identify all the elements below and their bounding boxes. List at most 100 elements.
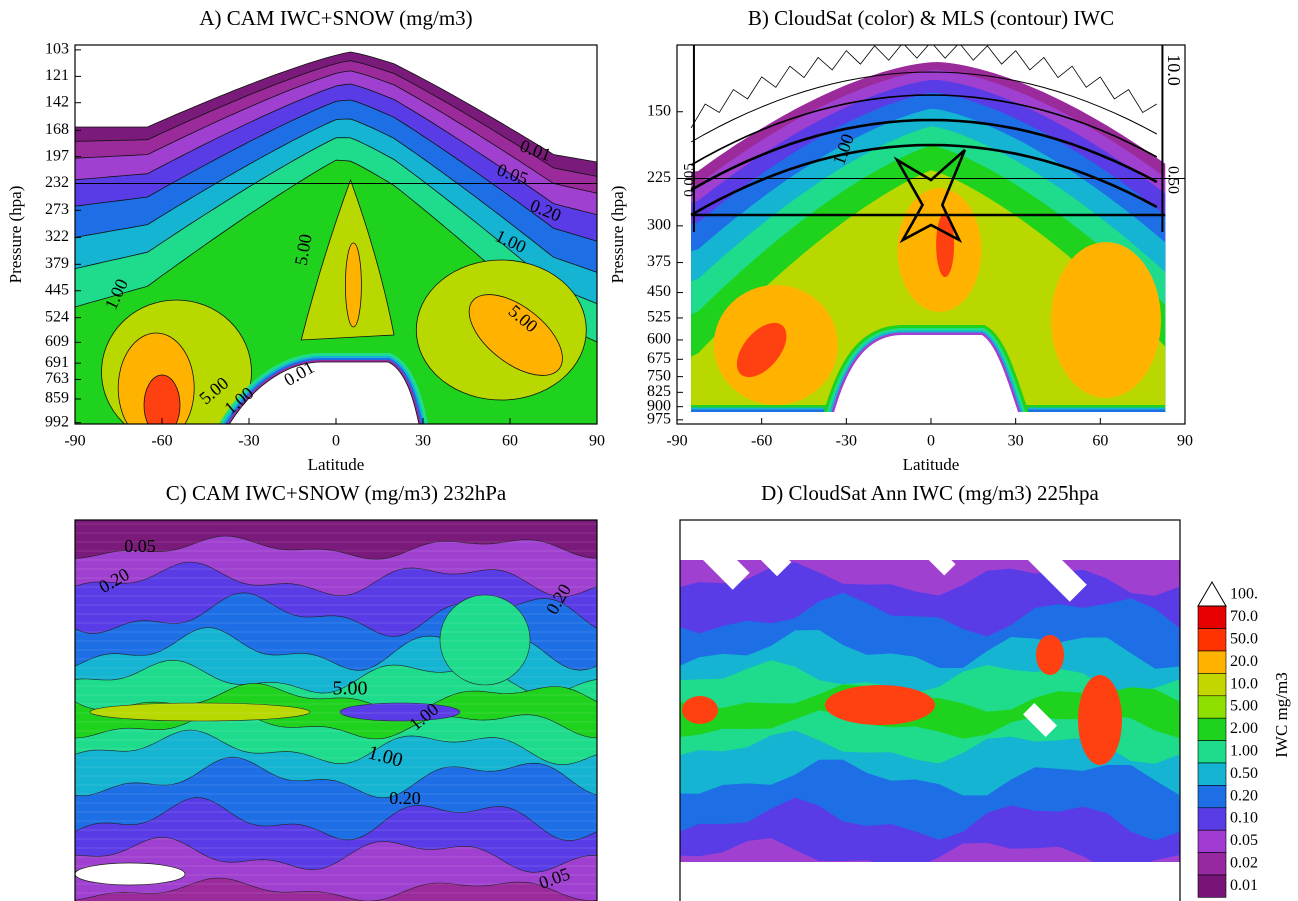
colorbar-label: 0.02 [1230,854,1258,871]
colorbar-box [1197,852,1227,876]
y-tick-label: 445 [45,281,69,298]
y-tick-label: 975 [647,411,671,428]
colorbar-label: 1.00 [1230,742,1258,759]
missing-region [680,862,1180,901]
x-tick-label: 90 [589,433,605,450]
plot-frame [74,519,598,901]
field-patch [825,685,935,725]
y-tick-label: 225 [647,169,671,186]
y-tick-label: 691 [45,354,69,371]
y-tick-label: 825 [647,383,671,400]
mls-contour [690,118,1158,192]
y-tick-label: 763 [45,370,69,387]
colorbar-label: 2.00 [1230,720,1258,737]
colorbar-label: 0.05 [1230,832,1258,849]
contour-label: 0.20 [389,788,421,808]
x-tick-label: 0 [332,433,340,450]
y-axis-label: Pressure (hpa) [6,186,25,284]
field-patch [1078,675,1122,765]
y-tick-label: 168 [45,121,69,138]
panel-title: C) CAM IWC+SNOW (mg/m3) 232hPa [166,481,507,505]
colorbar-box [1197,695,1227,719]
mls-contour [690,71,1158,143]
contour-fill [344,242,362,328]
colorbar-box [1197,740,1227,764]
colorbar-label: 0.50 [1230,765,1258,782]
missing-region [1023,703,1057,737]
field-patch [75,862,186,886]
contour-label: 5.00 [333,678,368,700]
contour-fill [736,322,787,378]
x-tick-label: 90 [1177,433,1193,450]
x-tick-label: 30 [415,433,431,450]
field-patch [339,702,461,722]
colorbar-label: 0.01 [1230,877,1258,894]
colorbar-box [1197,650,1227,674]
y-tick-label: 524 [45,308,69,325]
colorbar-box [1197,628,1227,652]
x-axis-label: Latitude [903,455,960,474]
plot-area [75,520,597,901]
y-tick-label: 232 [45,174,69,191]
y-tick-label: 300 [647,217,671,234]
colorbar-box [1197,785,1227,809]
colorbar-box [1197,673,1227,697]
colorbar-label: 20.0 [1230,653,1258,670]
colorbar-label: 5.00 [1230,698,1258,715]
y-tick-label: 992 [45,413,69,430]
field-patch [1036,635,1064,675]
mls-contour [690,45,1158,129]
contour-fill [468,294,563,376]
y-tick-label: 675 [647,350,671,367]
y-tick-label: 525 [647,309,671,326]
colorbar-box [1197,807,1227,831]
field-patch [89,702,311,722]
y-tick-label: 375 [647,253,671,270]
x-tick-label: 30 [1008,433,1024,450]
x-tick-label: -90 [64,433,85,450]
colorbar-box [1197,717,1227,741]
colorbar-title: IWC mg/m3 [1272,672,1291,757]
y-tick-label: 150 [647,102,671,119]
colorbar-label: 10.0 [1230,675,1258,692]
x-tick-label: -30 [238,433,259,450]
y-tick-label: 142 [45,93,69,110]
panel-title: B) CloudSat (color) & MLS (contour) IWC [748,6,1114,30]
y-tick-label: 322 [45,228,69,245]
colorbar-label: 50.0 [1230,630,1258,647]
panel-title: A) CAM IWC+SNOW (mg/m3) [199,6,472,30]
colorbar-triangle [1197,581,1227,607]
missing-region [830,335,1023,424]
contour-label: 0.05 [124,536,156,556]
x-tick-label: 60 [1092,433,1108,450]
field-patch [682,696,718,724]
y-tick-label: 103 [45,41,69,58]
contour-fill [143,374,181,424]
contour-label: 0.005 [681,163,697,197]
colorbar-label: 70.0 [1230,608,1258,625]
y-tick-label: 609 [45,333,69,350]
plot-area [677,45,1185,424]
x-tick-label: -90 [666,433,687,450]
y-tick-label: 273 [45,201,69,218]
panel-title: D) CloudSat Ann IWC (mg/m3) 225hpa [761,481,1099,505]
mls-contour [893,149,967,244]
y-tick-label: 600 [647,331,671,348]
field-band [75,877,597,901]
y-tick-label: 859 [45,390,69,407]
missing-region [229,361,420,424]
colorbar-box [1197,605,1227,629]
field-patch [439,594,531,686]
colorbar-box [1197,762,1227,786]
plot-frame [679,519,1181,901]
y-tick-label: 750 [647,367,671,384]
mls-contour [690,94,1158,166]
missing-region [680,520,1180,560]
colorbar-label: 0.10 [1230,810,1258,827]
colorbar-label: 0.20 [1230,787,1258,804]
y-tick-label: 121 [45,67,69,84]
colorbar-box [1197,829,1227,853]
y-tick-label: 450 [647,283,671,300]
